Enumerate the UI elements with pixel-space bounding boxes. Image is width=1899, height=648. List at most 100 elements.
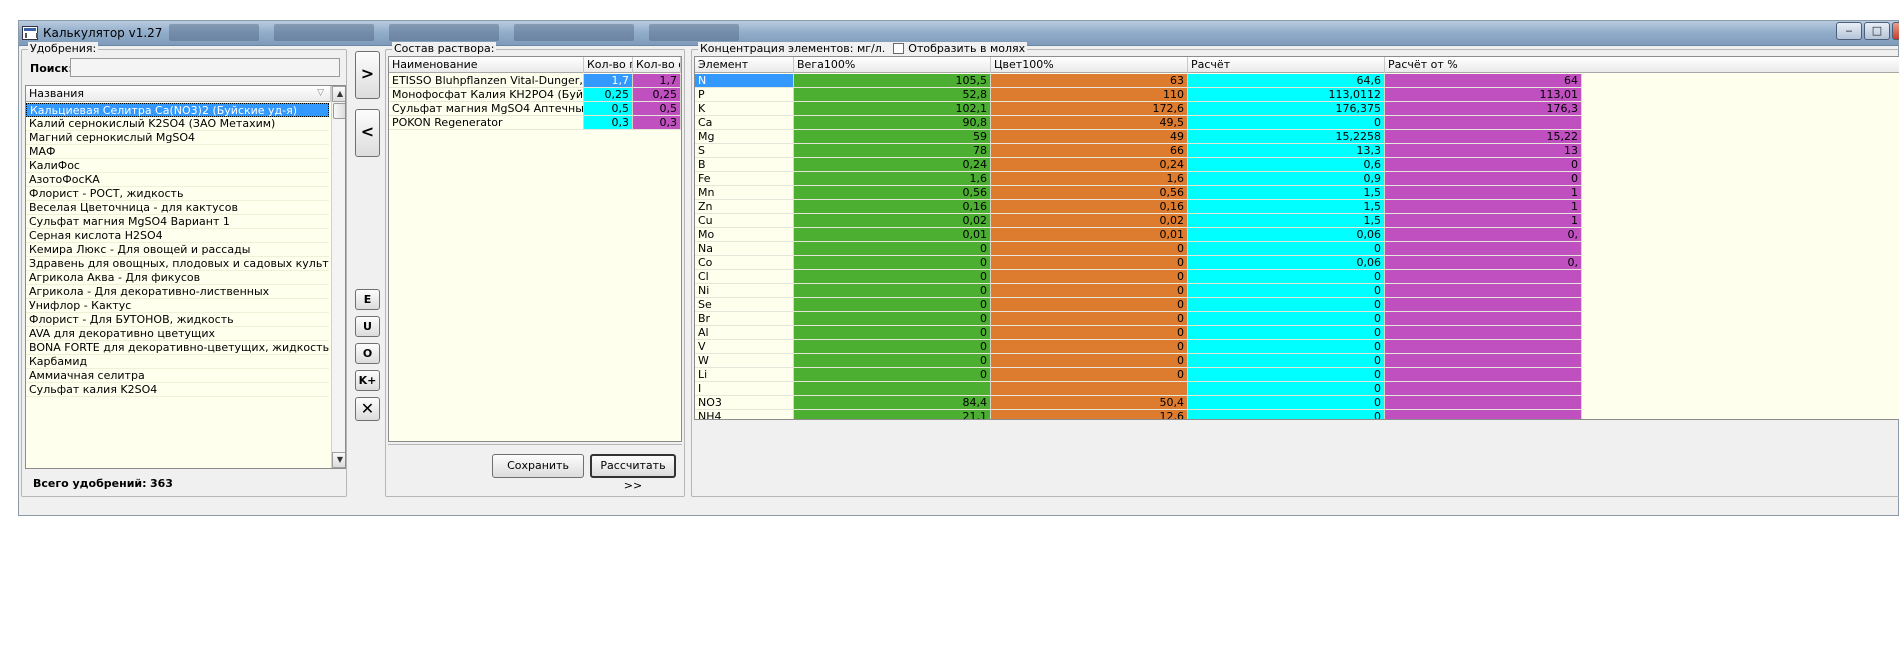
table-row[interactable]: ETISSO Bluhpflanzen Vital-Dunger, красна…: [389, 74, 681, 88]
column-header-qty-o[interactable]: Кол-во о...: [633, 57, 681, 73]
list-item[interactable]: АзотоФосКА: [26, 173, 329, 187]
solution-group: Состав раствора: Наименование Кол-во г..…: [385, 42, 685, 497]
list-item[interactable]: Унифлор - Кактус: [26, 299, 329, 313]
table-row[interactable]: B 0,24 0,24 0,6 0: [695, 158, 1899, 172]
blurred-taskbar-item: [514, 24, 634, 41]
list-item[interactable]: Агрикола Аква - Для фикусов: [26, 271, 329, 285]
column-header-element[interactable]: Элемент: [695, 57, 794, 73]
o-button[interactable]: O: [355, 343, 380, 364]
list-item[interactable]: Аммиачная селитра: [26, 369, 329, 383]
add-to-solution-button[interactable]: >: [355, 51, 380, 99]
clear-icon[interactable]: ✕: [355, 397, 380, 421]
solution-qty-g-cell[interactable]: 0,3: [584, 116, 633, 130]
veg-cell: 52,8: [794, 88, 991, 102]
list-item[interactable]: КалиФос: [26, 159, 329, 173]
minimize-button[interactable]: ‒: [1836, 22, 1862, 40]
column-header-calc-pct[interactable]: Расчёт от %: [1385, 57, 1899, 73]
table-row[interactable]: NO3 84,4 50,4 0: [695, 396, 1899, 410]
column-header-name[interactable]: Наименование: [389, 57, 584, 73]
solution-qty-g-cell[interactable]: 1,7: [584, 74, 633, 88]
scroll-up-icon[interactable]: ▲: [332, 86, 345, 102]
table-row[interactable]: Mo 0,01 0,01 0,06 0,: [695, 228, 1899, 242]
column-header-qty-g[interactable]: Кол-во г...: [584, 57, 633, 73]
table-row[interactable]: P 52,8 110 113,0112 113,01: [695, 88, 1899, 102]
save-button[interactable]: Сохранить: [492, 454, 584, 478]
table-row[interactable]: N 105,5 63 64,6 64: [695, 74, 1899, 88]
search-input[interactable]: [70, 58, 340, 77]
table-row[interactable]: Se 0 0 0: [695, 298, 1899, 312]
flower-cell: [991, 382, 1188, 396]
element-cell: NH4: [695, 410, 794, 419]
table-row[interactable]: Ca 90,8 49,5 0: [695, 116, 1899, 130]
table-row[interactable]: Zn 0,16 0,16 1,5 1: [695, 200, 1899, 214]
column-header-names[interactable]: Названия ▽: [26, 86, 331, 102]
list-item[interactable]: Флорист - РОСТ, жидкость: [26, 187, 329, 201]
column-header-calc[interactable]: Расчёт: [1188, 57, 1385, 73]
column-header-veg[interactable]: Вега100%: [794, 57, 991, 73]
veg-cell: 0: [794, 298, 991, 312]
table-row[interactable]: Fe 1,6 1,6 0,9 0: [695, 172, 1899, 186]
list-item[interactable]: Магний сернокислый MgSO4: [26, 131, 329, 145]
list-item[interactable]: Здравень для овощных, плодовых и садовых…: [26, 257, 329, 271]
veg-cell: 0: [794, 326, 991, 340]
table-row[interactable]: Сульфат магния MgSO4 Аптечный. 0,5 0,5: [389, 102, 681, 116]
list-item[interactable]: Кальциевая Селитра Ca(NO3)2 (Буйские уд-…: [26, 103, 329, 117]
veg-cell: 0: [794, 284, 991, 298]
veg-cell: 0: [794, 368, 991, 382]
maximize-button[interactable]: □: [1864, 22, 1890, 40]
list-item[interactable]: Серная кислота H2SO4: [26, 229, 329, 243]
calc-pct-cell: [1385, 354, 1582, 368]
table-row[interactable]: NH4 21,1 12,6 0: [695, 410, 1899, 419]
table-row[interactable]: Cl 0 0 0: [695, 270, 1899, 284]
scroll-thumb[interactable]: [333, 103, 345, 119]
table-row[interactable]: Ni 0 0 0: [695, 284, 1899, 298]
fertilizers-group-title: Удобрения:: [28, 42, 99, 55]
remove-from-solution-button[interactable]: <: [355, 109, 380, 157]
list-item[interactable]: AVA для декоративно цветущих: [26, 327, 329, 341]
list-item[interactable]: МАФ: [26, 145, 329, 159]
table-row[interactable]: Монофосфат Калия KH2PO4 (Буйские уд-я)0,…: [389, 88, 681, 102]
calc-cell: 113,0112: [1188, 88, 1385, 102]
list-item[interactable]: Карбамид: [26, 355, 329, 369]
table-row[interactable]: Cu 0,02 0,02 1,5 1: [695, 214, 1899, 228]
table-row[interactable]: Br 0 0 0: [695, 312, 1899, 326]
u-button[interactable]: U: [355, 316, 380, 337]
calculate-button[interactable]: Рассчитать >>: [590, 454, 676, 492]
veg-cell: 0,24: [794, 158, 991, 172]
solution-group-title: Состав раствора:: [392, 42, 497, 55]
fertilizer-scrollbar[interactable]: ▲ ▼: [331, 86, 345, 468]
solution-qty-o-cell: 1,7: [633, 74, 681, 88]
table-row[interactable]: Co 0 0 0,06 0,: [695, 256, 1899, 270]
table-row[interactable]: POKON Regenerator 0,3 0,3: [389, 116, 681, 130]
list-item[interactable]: BONA FORTE для декоративно-цветущих, жид…: [26, 341, 329, 355]
flower-cell: 0: [991, 340, 1188, 354]
table-row[interactable]: Li 0 0 0: [695, 368, 1899, 382]
solution-qty-g-cell[interactable]: 0,25: [584, 88, 633, 102]
table-row[interactable]: Mn 0,56 0,56 1,5 1: [695, 186, 1899, 200]
e-button[interactable]: E: [355, 289, 380, 310]
list-item[interactable]: Кемира Люкс - Для овощей и рассады: [26, 243, 329, 257]
list-item[interactable]: Веселая Цветочница - для кактусов: [26, 201, 329, 215]
k-plus-button[interactable]: K+: [355, 370, 380, 391]
element-cell: Li: [695, 368, 794, 382]
table-row[interactable]: Na 0 0 0: [695, 242, 1899, 256]
table-row[interactable]: Mg 59 49 15,2258 15,22: [695, 130, 1899, 144]
column-header-flower[interactable]: Цвет100%: [991, 57, 1188, 73]
title-bar[interactable]: Калькулятор v1.27 ‒ □ ✕: [19, 21, 1899, 46]
list-item[interactable]: Сульфат магния MgSO4 Вариант 1: [26, 215, 329, 229]
table-row[interactable]: S 78 66 13,3 13: [695, 144, 1899, 158]
list-item[interactable]: Калий сернокислый K2SO4 (ЗАО Метахим): [26, 117, 329, 131]
solution-qty-g-cell[interactable]: 0,5: [584, 102, 633, 116]
flower-cell: 0: [991, 242, 1188, 256]
list-item[interactable]: Сульфат калия K2SO4: [26, 383, 329, 397]
table-row[interactable]: Al 0 0 0: [695, 326, 1899, 340]
close-button[interactable]: ✕: [1892, 22, 1899, 40]
scroll-down-icon[interactable]: ▼: [332, 452, 345, 468]
list-item[interactable]: Флорист - Для БУТОНОВ, жидкость: [26, 313, 329, 327]
table-row[interactable]: K 102,1 172,6 176,375 176,3: [695, 102, 1899, 116]
moles-checkbox[interactable]: [893, 43, 905, 54]
list-item[interactable]: Агрикола - Для декоративно-лиственных: [26, 285, 329, 299]
